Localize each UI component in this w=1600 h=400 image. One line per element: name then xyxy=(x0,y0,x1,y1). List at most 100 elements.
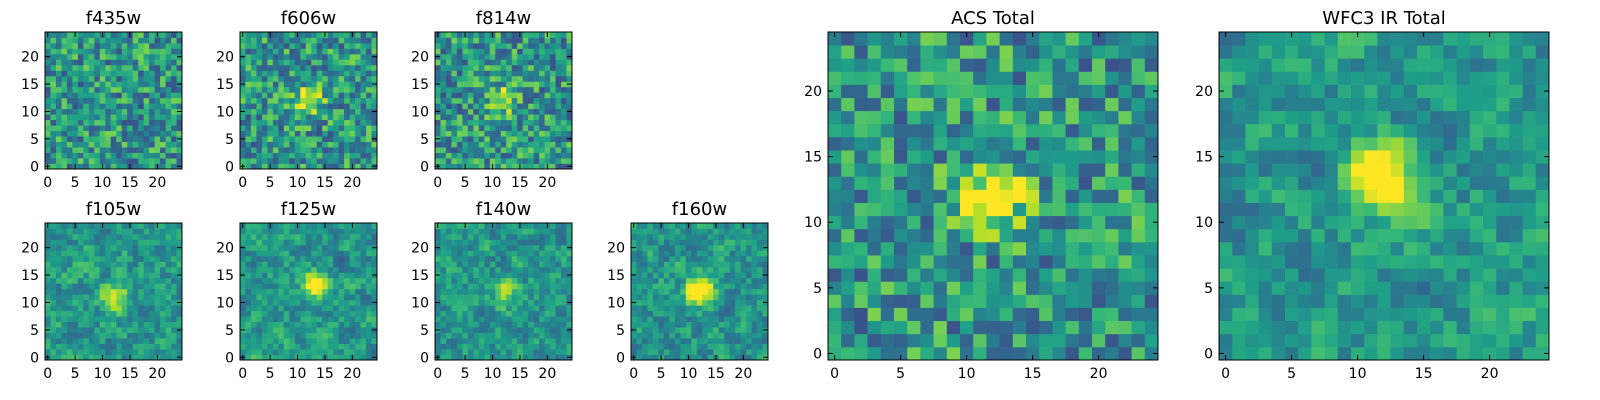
heatmap-cell xyxy=(127,141,134,148)
heatmap-cell xyxy=(245,48,252,55)
heatmap-cell xyxy=(641,305,648,312)
heatmap-cell xyxy=(289,327,296,333)
heatmap-cell xyxy=(371,114,378,121)
heatmap-cell xyxy=(506,239,513,246)
heatmap-cell xyxy=(294,53,301,60)
heatmap-cell xyxy=(300,299,307,306)
heatmap-cell xyxy=(894,163,908,177)
heatmap-cell xyxy=(920,215,934,230)
heatmap-cell xyxy=(240,70,246,77)
heatmap-cell xyxy=(456,48,463,55)
heatmap-cell xyxy=(55,53,62,60)
heatmap-cell xyxy=(344,354,350,361)
heatmap-cell xyxy=(333,338,340,344)
heatmap-cell xyxy=(316,103,323,110)
heatmap-cell xyxy=(160,294,166,301)
heatmap-cell xyxy=(333,125,340,132)
heatmap-cell xyxy=(696,332,703,339)
heatmap-cell xyxy=(500,141,507,148)
heatmap-cell xyxy=(116,92,123,99)
heatmap-cell xyxy=(121,37,128,44)
heatmap-cell xyxy=(828,268,842,282)
heatmap-cell xyxy=(256,349,263,355)
heatmap-cell xyxy=(718,327,725,333)
heatmap-cell xyxy=(300,75,307,82)
heatmap-cell xyxy=(894,255,908,269)
heatmap-cell xyxy=(138,343,145,350)
heatmap-cell xyxy=(371,147,378,153)
heatmap-cell xyxy=(294,272,301,279)
heatmap-cell xyxy=(880,150,895,164)
heatmap-cell xyxy=(55,147,62,153)
heatmap-cell xyxy=(110,53,117,60)
heatmap-cell xyxy=(355,97,361,104)
heatmap-cell xyxy=(566,316,573,323)
heatmap-cell xyxy=(116,349,123,355)
heatmap-cell xyxy=(171,228,177,235)
heatmap-cell xyxy=(641,239,648,246)
heatmap-cell xyxy=(94,233,101,240)
heatmap-cell xyxy=(110,81,117,88)
heatmap-cell xyxy=(473,53,480,60)
heatmap-cell xyxy=(300,158,307,164)
heatmap-cell xyxy=(99,266,106,273)
heatmap-cell xyxy=(289,114,296,121)
heatmap-cell xyxy=(500,261,507,268)
heatmap-cell xyxy=(261,163,268,170)
heatmap-cell xyxy=(652,310,659,317)
heatmap-cell xyxy=(894,176,908,190)
heatmap-cell xyxy=(154,233,161,240)
heatmap-cell xyxy=(973,294,987,308)
heatmap-cell xyxy=(50,141,57,148)
y-tick-label: 10 xyxy=(216,104,234,120)
heatmap-cell xyxy=(528,255,535,262)
heatmap-cell xyxy=(1131,215,1146,230)
heatmap-cell xyxy=(1026,268,1040,282)
heatmap-cell xyxy=(702,332,709,339)
heatmap-cell xyxy=(316,327,323,333)
heatmap-cell xyxy=(250,343,257,350)
heatmap-cell xyxy=(1144,346,1159,361)
heatmap-cell xyxy=(1131,268,1146,282)
heatmap-cell xyxy=(641,338,648,344)
heatmap-cell xyxy=(867,176,882,190)
heatmap-cell xyxy=(544,37,551,44)
heatmap-cell xyxy=(500,266,507,273)
heatmap-cell xyxy=(154,250,161,257)
heatmap-cell xyxy=(462,114,469,121)
heatmap-cell xyxy=(478,283,485,290)
heatmap-cell xyxy=(566,119,573,126)
heatmap-cell xyxy=(456,42,463,49)
heatmap-cell xyxy=(456,114,463,121)
heatmap-cell xyxy=(685,255,692,262)
heatmap-cell xyxy=(360,266,367,273)
heatmap-cell xyxy=(539,261,545,268)
heatmap-cell xyxy=(311,152,318,159)
heatmap-cell xyxy=(55,233,62,240)
heatmap-cell xyxy=(77,108,84,115)
heatmap-cell xyxy=(495,305,502,312)
heatmap-cell xyxy=(867,215,882,230)
heatmap-cell xyxy=(311,310,318,317)
heatmap-cell xyxy=(327,338,334,344)
heatmap-cell xyxy=(344,92,350,99)
heatmap-cell xyxy=(99,239,106,246)
heatmap-cell xyxy=(294,70,301,77)
heatmap-cell xyxy=(702,294,709,301)
heatmap-cell xyxy=(533,32,540,38)
heatmap-cell xyxy=(55,288,62,295)
heatmap-cell xyxy=(757,310,763,317)
heatmap-cell xyxy=(160,141,166,148)
heatmap-cell xyxy=(143,255,150,262)
heatmap-cell xyxy=(327,244,334,251)
heatmap-cell xyxy=(555,158,562,164)
heatmap-cell xyxy=(489,108,496,115)
heatmap-cell xyxy=(311,250,318,257)
heatmap-cell xyxy=(647,228,654,235)
heatmap-cell xyxy=(322,103,329,110)
heatmap-cell xyxy=(77,152,84,159)
heatmap-cell xyxy=(121,130,128,137)
heatmap-cell xyxy=(138,37,145,44)
heatmap-cell xyxy=(561,130,567,137)
heatmap-cell xyxy=(746,299,752,306)
